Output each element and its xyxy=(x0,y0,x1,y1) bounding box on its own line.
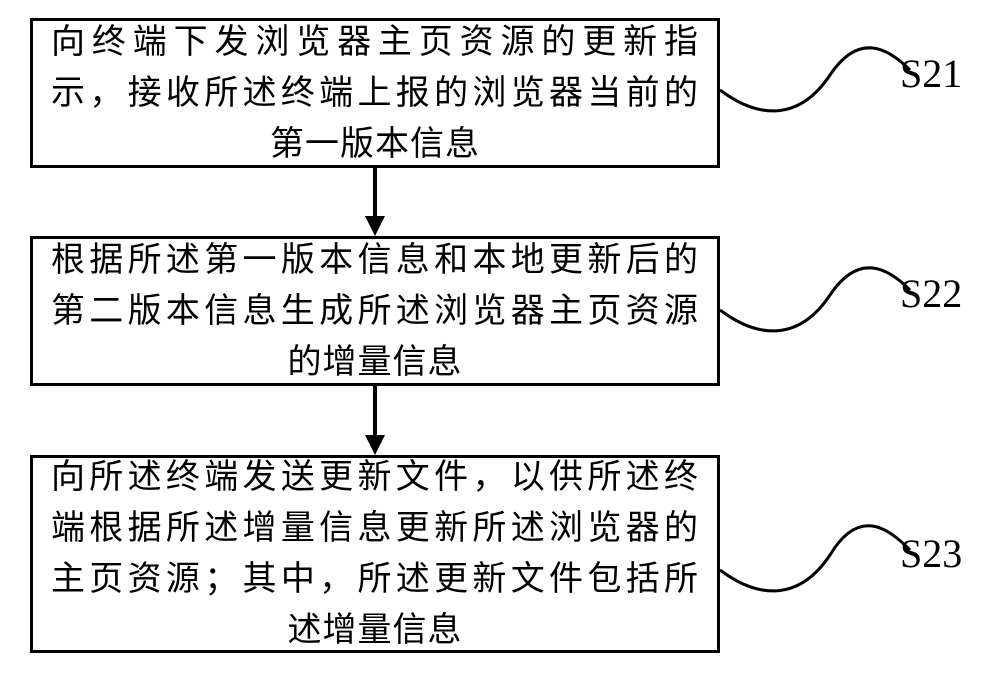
flow-node-s21: 向终端下发浏览器主页资源的更新指 示，接收所述终端上报的浏览器当前的 第一版本信… xyxy=(30,18,720,168)
connector-s22 xyxy=(720,250,910,340)
flow-edge-2-line xyxy=(373,386,377,435)
flow-label-s22: S22 xyxy=(900,270,962,317)
flow-node-s21-text: 向终端下发浏览器主页资源的更新指 示，接收所述终端上报的浏览器当前的 第一版本信… xyxy=(51,17,699,170)
text-line: 向终端下发浏览器主页资源的更新指 xyxy=(51,17,699,68)
connector-s23 xyxy=(720,505,910,605)
text-line: 第二版本信息生成所述浏览器主页资源 xyxy=(51,286,699,337)
text-line: 向所述终端发送更新文件，以供所述终 xyxy=(51,452,699,503)
flowchart-canvas: 向终端下发浏览器主页资源的更新指 示，接收所述终端上报的浏览器当前的 第一版本信… xyxy=(0,0,1000,692)
text-line: 第一版本信息 xyxy=(51,119,699,170)
text-line: 根据所述第一版本信息和本地更新后的 xyxy=(51,235,699,286)
flow-label-s23: S23 xyxy=(900,530,962,577)
flow-node-s23: 向所述终端发送更新文件，以供所述终 端根据所述增量信息更新所述浏览器的 主页资源… xyxy=(30,455,720,653)
text-line: 示，接收所述终端上报的浏览器当前的 xyxy=(51,68,699,119)
text-line: 端根据所述增量信息更新所述浏览器的 xyxy=(51,503,699,554)
flow-node-s23-text: 向所述终端发送更新文件，以供所述终 端根据所述增量信息更新所述浏览器的 主页资源… xyxy=(51,452,699,656)
flow-node-s22-text: 根据所述第一版本信息和本地更新后的 第二版本信息生成所述浏览器主页资源 的增量信… xyxy=(51,235,699,388)
text-line: 述增量信息 xyxy=(51,605,699,656)
text-line: 的增量信息 xyxy=(51,337,699,388)
flow-label-s21: S21 xyxy=(900,50,962,97)
flow-node-s22: 根据所述第一版本信息和本地更新后的 第二版本信息生成所述浏览器主页资源 的增量信… xyxy=(30,236,720,386)
text-line: 主页资源；其中，所述更新文件包括所 xyxy=(51,554,699,605)
connector-s21 xyxy=(720,30,910,120)
flow-edge-1-line xyxy=(373,168,377,216)
flow-edge-1-head xyxy=(365,216,385,236)
